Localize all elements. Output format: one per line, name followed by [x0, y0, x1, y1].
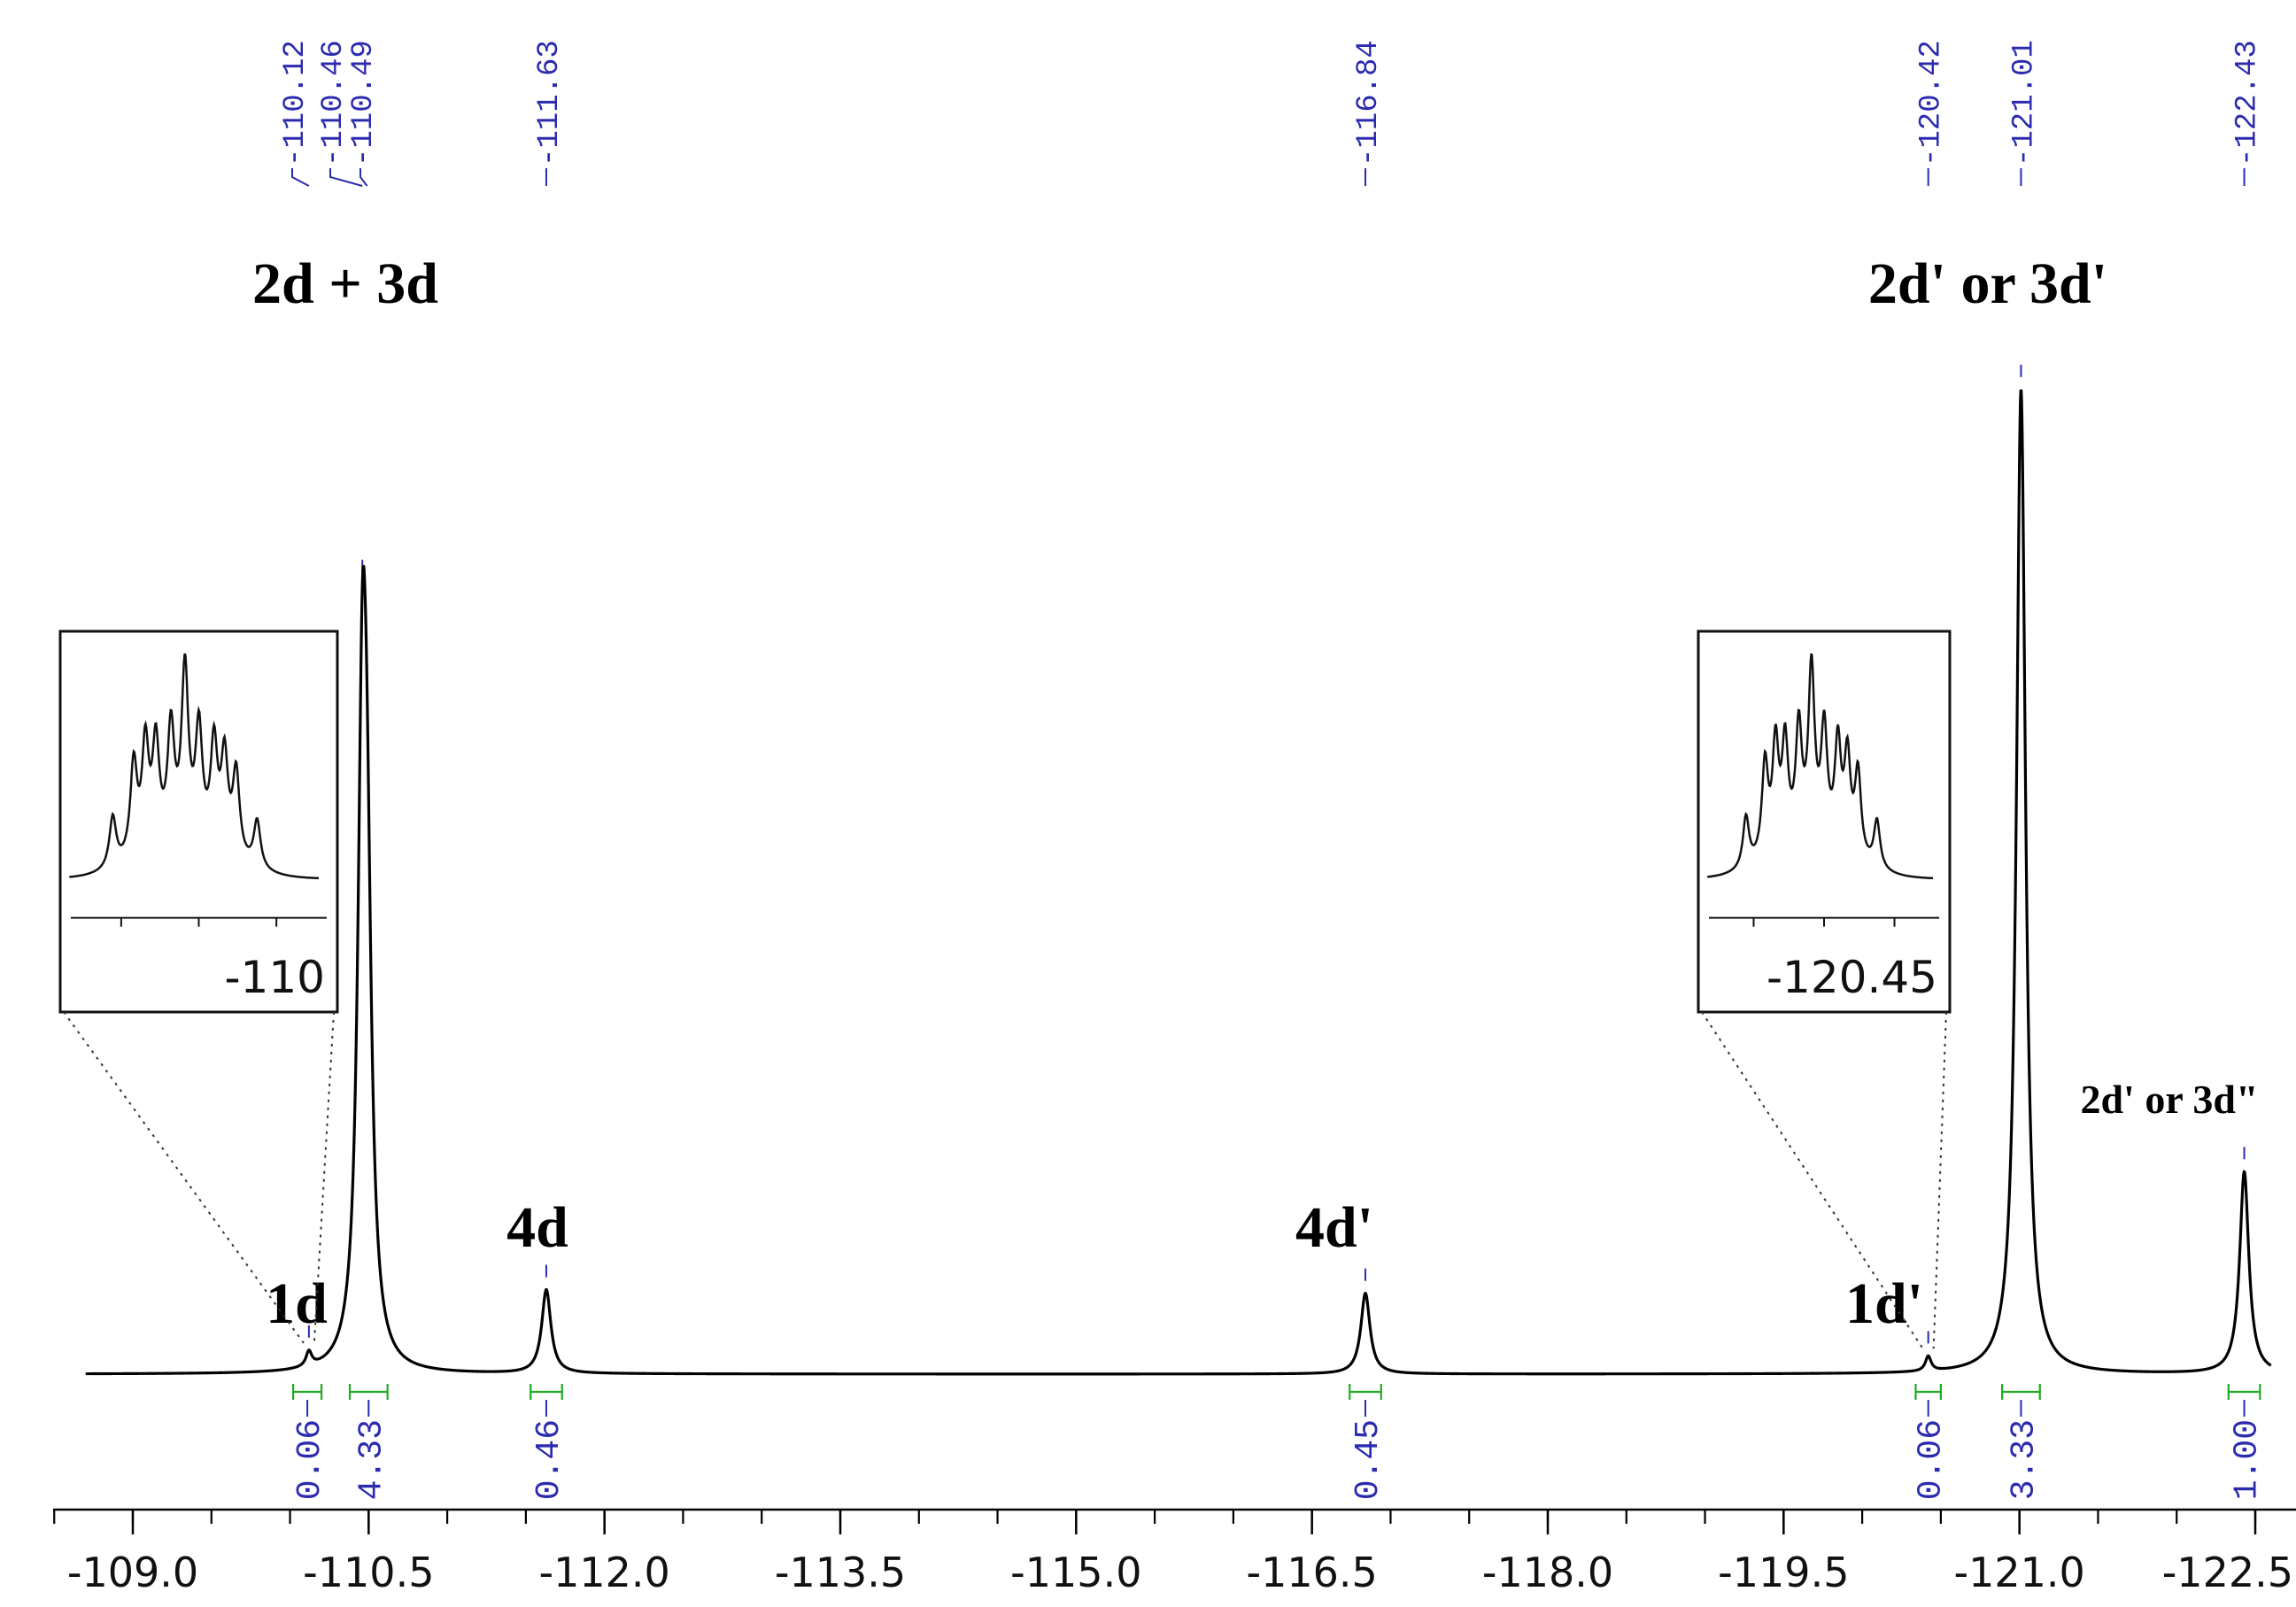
integral-bracket [2227, 1384, 2261, 1400]
peak-annotation: 4d' [1295, 1195, 1373, 1260]
peak-label: -116.84 [1352, 40, 1386, 1281]
inset-layer: -110 -120.45 [58, 630, 1952, 1349]
zoom-inset: -120.45 [1697, 630, 1952, 1349]
peak-label: -122.43 [2231, 40, 2265, 1160]
peak-label-text: -110.49 [347, 40, 381, 166]
zoom-inset: -110 [58, 630, 339, 1344]
peak-label: -120.42 [1915, 40, 1949, 1344]
peak-label: -110.46 [317, 40, 364, 573]
x-tick-label: -115.0 [1010, 1549, 1141, 1596]
integral-region: 0.46 [530, 1384, 568, 1500]
peak-label: -111.63 [533, 40, 567, 1278]
integral-region: 3.33 [2001, 1384, 2043, 1500]
x-axis: -109.0 -110.5 -112.0 -113.5 -115.0 -116.5 -118… [53, 1508, 2296, 1596]
x-tick-label: -113.5 [775, 1549, 906, 1596]
x-tick-label: -121.0 [1954, 1549, 2085, 1596]
peak-label-text: -122.43 [2231, 40, 2265, 166]
peak-label-connector [329, 168, 363, 187]
integral-label: 0.06 [291, 1419, 329, 1500]
inset-frame [58, 630, 339, 1014]
inset-spectrum [1707, 653, 1934, 880]
peak-label-connector [291, 168, 310, 187]
integral-bracket [530, 1384, 563, 1400]
inset-spectrum [69, 653, 320, 880]
peak-label-text: -116.84 [1352, 40, 1386, 166]
x-tick-label: -116.5 [1247, 1549, 1378, 1596]
integral-label: 0.46 [530, 1419, 568, 1500]
x-tick-label: -109.0 [67, 1549, 198, 1596]
peak-label-text: -120.42 [1915, 40, 1949, 166]
peak-label-text: -121.01 [2007, 40, 2041, 166]
integral-bracket [348, 1384, 389, 1400]
peak-label: -121.01 [2007, 40, 2041, 377]
integral-label: 0.06 [1913, 1419, 1951, 1500]
inset-axis-label: -110 [225, 952, 325, 1003]
peak-label-text: -111.63 [533, 40, 567, 166]
integral-label: 3.33 [2005, 1419, 2043, 1500]
integral-layer: 0.06 4.33 0.46 0.45 0.06 3.33 1.00 [291, 1384, 2267, 1500]
peak-label-layer: -110.12 -110.46-110.49 -111.63 -116.84 -120.… [279, 40, 2265, 1344]
peak-label-text: -110.12 [279, 40, 313, 166]
peak-annotation: 2d' or 3d' [1868, 251, 2107, 316]
integral-label: 1.00 [2229, 1419, 2267, 1500]
x-tick-label: -118.0 [1482, 1549, 1613, 1596]
spectrum-layer [85, 389, 2272, 1376]
integral-region: 1.00 [2227, 1384, 2267, 1500]
peak-annotation: 2d' or 3d" [2080, 1077, 2258, 1122]
integral-bracket [1349, 1384, 1382, 1400]
peak-label: -110.49 [347, 40, 381, 677]
integral-label: 4.33 [352, 1419, 390, 1500]
x-tick-label: -112.0 [539, 1549, 670, 1596]
x-tick-label: -122.5 [2162, 1549, 2293, 1596]
x-tick-label: -119.5 [1718, 1549, 1849, 1596]
zoom-line-left [1701, 1011, 1924, 1349]
integral-bracket [1914, 1384, 1942, 1400]
inset-frame [1697, 630, 1952, 1014]
integral-bracket [292, 1384, 323, 1400]
peak-label-text: -110.46 [317, 40, 351, 166]
integral-region: 0.06 [1913, 1384, 1951, 1500]
peak-annotation: 4d [506, 1195, 568, 1260]
peak-annotation: 1d' [1845, 1271, 1923, 1336]
x-tick-label: -110.5 [303, 1549, 434, 1596]
peak-label-connector [359, 168, 368, 187]
integral-region: 0.06 [291, 1384, 329, 1500]
integral-region: 4.33 [348, 1384, 390, 1500]
zoom-line-right [1932, 1011, 1947, 1349]
peak-annotation: 2d + 3d [252, 251, 438, 316]
spectrum-line [85, 389, 2272, 1376]
integral-label: 0.45 [1349, 1419, 1388, 1500]
inset-axis-label: -120.45 [1766, 952, 1937, 1003]
integral-bracket [2001, 1384, 2041, 1400]
integral-region: 0.45 [1349, 1384, 1388, 1500]
peak-label: -110.12 [279, 40, 313, 1338]
